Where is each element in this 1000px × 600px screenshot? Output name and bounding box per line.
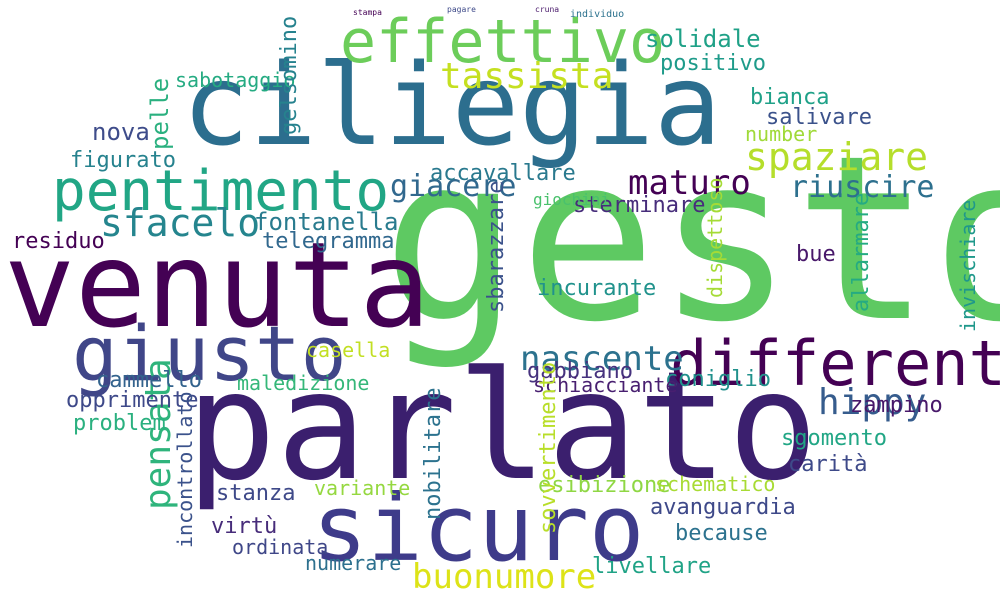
word-51: schematico bbox=[655, 472, 775, 496]
word-6: pentimento bbox=[52, 159, 389, 224]
word-20: solidale bbox=[645, 25, 761, 53]
word-45: problem bbox=[73, 411, 166, 436]
word-65: stampa bbox=[353, 8, 382, 17]
word-23: sabotaggio bbox=[175, 68, 295, 92]
word-28: number bbox=[745, 122, 817, 146]
word-41: zampino bbox=[850, 393, 943, 418]
word-14: riuscire bbox=[790, 170, 935, 205]
word-24: nova bbox=[92, 118, 150, 146]
word-39: casella bbox=[306, 338, 390, 362]
word-56: numerare bbox=[305, 551, 401, 575]
word-8: different bbox=[670, 327, 1000, 400]
word-64: giochini bbox=[533, 190, 610, 209]
word-13: maturo bbox=[628, 163, 751, 203]
word-25: pelle bbox=[146, 78, 174, 150]
word-43: gabbiano bbox=[527, 359, 633, 384]
word-30: accavallare bbox=[430, 161, 576, 186]
word-52: avanguardia bbox=[650, 495, 796, 520]
word-63: dispettoso bbox=[703, 178, 727, 298]
word-27: salivare bbox=[766, 105, 872, 130]
word-22: bianca bbox=[750, 85, 829, 110]
word-29: figurato bbox=[70, 148, 176, 173]
word-18: buonumore bbox=[412, 557, 596, 597]
word-31: sterminare bbox=[573, 193, 705, 218]
word-66: pagare bbox=[447, 5, 476, 14]
word-42: opprimente bbox=[66, 388, 198, 413]
word-34: incurante bbox=[537, 276, 656, 301]
word-4: sicuro bbox=[312, 475, 644, 582]
word-62: allarmare bbox=[849, 193, 874, 312]
word-55: ordinata bbox=[232, 535, 328, 559]
word-15: nascente bbox=[520, 339, 684, 379]
word-60: sovvertimento bbox=[536, 362, 561, 534]
word-7: effettivo bbox=[340, 7, 665, 77]
word-54: virtù bbox=[211, 514, 277, 539]
word-53: because bbox=[675, 521, 768, 546]
word-2: ciliegia bbox=[182, 41, 721, 171]
word-67: cruna bbox=[535, 5, 559, 14]
word-17: pensata bbox=[138, 358, 179, 510]
word-38: maledizione bbox=[237, 371, 369, 395]
word-33: telegramma bbox=[262, 229, 394, 254]
word-19: fontanella bbox=[254, 208, 399, 236]
word-35: sbarazzare bbox=[484, 181, 509, 313]
word-3: venuta bbox=[4, 216, 430, 354]
word-12: giacere bbox=[390, 169, 516, 204]
word-26: gelsomino bbox=[277, 16, 302, 135]
word-21: positivo bbox=[660, 51, 766, 76]
word-1: parlato bbox=[186, 340, 818, 514]
word-10: spaziare bbox=[745, 135, 928, 179]
word-9: tassista bbox=[440, 56, 613, 97]
word-0: gesto bbox=[382, 106, 1000, 372]
word-36: bue bbox=[796, 242, 836, 267]
word-37: cammello bbox=[96, 368, 202, 393]
word-40: coniglio bbox=[665, 367, 771, 392]
word-59: nobilitare bbox=[421, 388, 446, 520]
word-57: livellare bbox=[592, 554, 711, 579]
word-48: stanza bbox=[216, 481, 295, 506]
word-16: hippy bbox=[818, 382, 926, 423]
word-58: incontrollato bbox=[173, 391, 197, 548]
word-44: schiacciante bbox=[533, 373, 678, 397]
word-47: carità bbox=[788, 452, 867, 477]
word-68: individuo bbox=[570, 9, 624, 20]
word-50: esibizione bbox=[538, 473, 670, 498]
word-46: sgomento bbox=[781, 426, 887, 451]
word-11: sfacelo bbox=[100, 201, 260, 245]
word-32: residuo bbox=[12, 229, 105, 254]
word-5: giusto bbox=[72, 309, 347, 398]
word-49: variante bbox=[314, 476, 410, 500]
word-61: invischiare bbox=[956, 200, 980, 332]
